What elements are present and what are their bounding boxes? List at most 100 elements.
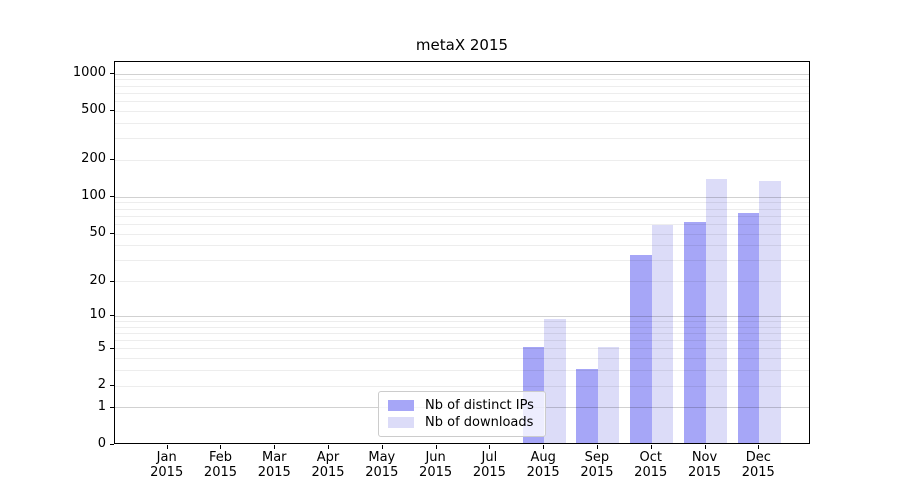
minor-gridline	[115, 208, 809, 210]
minor-gridline	[115, 202, 809, 204]
legend-swatch-downloads	[388, 417, 414, 428]
minor-gridline	[115, 110, 809, 112]
y-tick-label: 0	[97, 436, 106, 451]
x-tick-label: Mar 2015	[234, 450, 314, 480]
x-tick-year: 2015	[687, 465, 722, 480]
y-tick-mark	[110, 159, 114, 161]
x-tick-mark	[435, 445, 437, 449]
y-tick-label: 500	[81, 102, 106, 118]
x-tick-mark	[220, 445, 222, 449]
y-tick-mark	[110, 110, 114, 112]
x-tick-year: 2015	[203, 465, 238, 480]
y-tick-label: 5	[97, 339, 106, 355]
x-tick-month: Apr	[316, 450, 340, 465]
x-tick-label: Jul 2015	[449, 450, 529, 480]
y-tick-mark	[110, 73, 114, 75]
minor-gridline	[115, 101, 809, 103]
minor-gridline	[115, 385, 809, 387]
minor-gridline	[115, 358, 809, 360]
x-tick-label: May 2015	[342, 450, 422, 480]
y-tick-label: 20	[89, 272, 106, 288]
x-tick-year: 2015	[741, 465, 775, 480]
x-tick-year: 2015	[472, 465, 506, 480]
x-tick-month: Jul	[481, 450, 498, 465]
minor-gridline	[115, 85, 809, 87]
x-tick-mark	[650, 445, 652, 449]
minor-gridline	[115, 79, 809, 81]
minor-gridline	[115, 233, 809, 235]
x-tick-year: 2015	[311, 465, 345, 480]
x-tick-year: 2015	[580, 465, 614, 480]
x-tick-mark	[328, 445, 330, 449]
y-tick-mark	[110, 444, 114, 445]
x-tick-mark	[758, 445, 760, 449]
y-tick-label: 1	[97, 398, 106, 414]
major-gridline	[115, 315, 809, 317]
x-tick-mark	[381, 445, 383, 449]
x-tick-mark	[489, 445, 491, 449]
x-tick-label: Feb 2015	[180, 450, 260, 480]
bar-distinct-ips	[630, 255, 652, 443]
minor-gridline	[115, 215, 809, 217]
y-tick-label: 200	[81, 151, 106, 167]
legend-label: Nb of downloads	[425, 415, 534, 430]
bar-downloads	[705, 179, 727, 443]
x-tick-year: 2015	[150, 465, 184, 480]
x-tick-month: Nov	[691, 450, 718, 465]
x-tick-mark	[166, 445, 168, 449]
y-tick-mark	[110, 385, 114, 387]
legend: Nb of distinct IPs Nb of downloads	[378, 391, 546, 437]
minor-gridline	[115, 348, 809, 350]
x-tick-month: May	[368, 450, 396, 465]
bar-downloads	[651, 225, 674, 443]
x-tick-label: Oct 2015	[611, 450, 691, 480]
x-tick-label: Nov 2015	[665, 450, 745, 480]
minor-gridline	[115, 370, 809, 372]
x-tick-label: Aug 2015	[503, 450, 583, 480]
y-tick-label: 10	[89, 307, 106, 323]
x-tick-label: Jun 2015	[396, 450, 476, 480]
bars-layer	[115, 62, 809, 443]
x-tick-year: 2015	[257, 465, 291, 480]
y-tick-mark	[110, 315, 114, 317]
y-tick-label: 100	[81, 188, 106, 204]
legend-label: Nb of distinct IPs	[425, 398, 534, 413]
x-tick-mark	[704, 445, 706, 449]
y-tick-mark	[110, 406, 114, 408]
legend-row: Nb of downloads	[388, 414, 536, 431]
grid-layer	[115, 62, 809, 443]
x-tick-mark	[274, 445, 276, 449]
x-tick-year: 2015	[634, 465, 668, 480]
minor-gridline	[115, 260, 809, 262]
x-tick-label: Jan 2015	[127, 450, 207, 480]
x-tick-mark	[596, 445, 598, 449]
x-tick-month: Oct	[639, 450, 662, 465]
x-tick-month: Sep	[584, 450, 610, 465]
x-tick-month: Jan	[156, 450, 177, 465]
legend-row: Nb of distinct IPs	[388, 397, 536, 414]
y-tick-label: 2	[97, 377, 106, 393]
y-tick-mark	[110, 347, 114, 349]
x-tick-year: 2015	[419, 465, 453, 480]
plot-area	[114, 61, 810, 444]
x-tick-year: 2015	[526, 465, 560, 480]
minor-gridline	[115, 138, 809, 140]
minor-gridline	[115, 281, 809, 283]
minor-gridline	[115, 223, 809, 225]
x-tick-mark	[543, 445, 545, 449]
minor-gridline	[115, 159, 809, 161]
x-tick-month: Feb	[208, 450, 232, 465]
minor-gridline	[115, 332, 809, 334]
x-tick-label: Sep 2015	[557, 450, 637, 480]
minor-gridline	[115, 326, 809, 328]
y-tick-mark	[110, 196, 114, 198]
x-tick-year: 2015	[365, 465, 399, 480]
major-gridline	[115, 196, 809, 198]
x-tick-month: Jun	[425, 450, 446, 465]
y-tick-label: 50	[89, 225, 106, 241]
y-tick-label: 1000	[72, 65, 106, 81]
bar-downloads	[597, 346, 620, 443]
legend-swatch-distinct-ips	[388, 400, 414, 411]
minor-gridline	[115, 320, 809, 322]
